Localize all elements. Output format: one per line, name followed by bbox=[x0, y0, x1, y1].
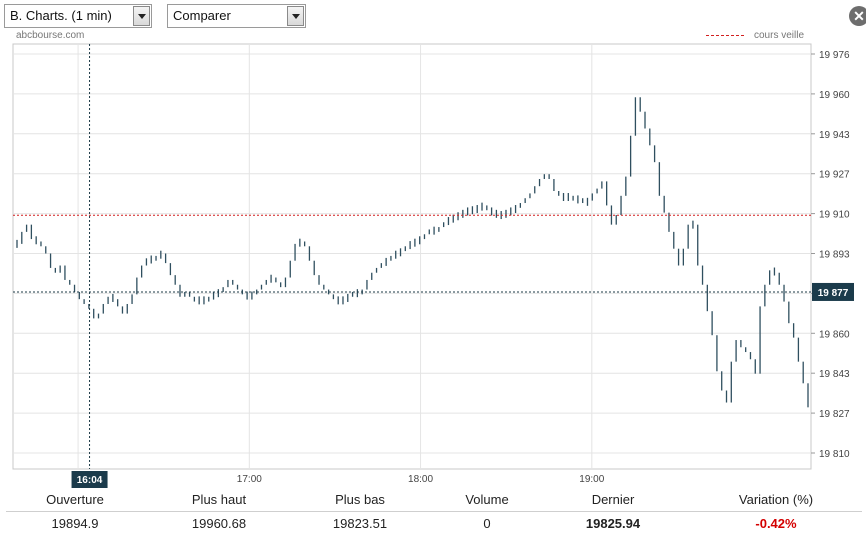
y-tick-label: 19 860 bbox=[819, 329, 850, 340]
stat-header: Plus bas bbox=[335, 492, 385, 507]
x-tick-label: 19:00 bbox=[579, 474, 604, 485]
y-tick-label: 19 960 bbox=[819, 90, 850, 101]
y-tick-label: 19 943 bbox=[819, 130, 850, 141]
legend-dash bbox=[706, 34, 744, 36]
y-tick-label: 19 893 bbox=[819, 250, 850, 261]
legend-prev-close-label: cours veille bbox=[754, 30, 805, 41]
chart-type-select-value: B. Charts. (1 min) bbox=[10, 8, 112, 23]
time-cursor-box bbox=[71, 471, 108, 488]
y-tick-label: 19 810 bbox=[819, 449, 850, 460]
stat-value: 19823.51 bbox=[332, 516, 388, 531]
stat-header: Variation (%) bbox=[738, 492, 814, 507]
y-tick-label: 19 827 bbox=[819, 409, 850, 420]
stat-header: Ouverture bbox=[46, 492, 104, 507]
source-label: abcbourse.com bbox=[16, 30, 85, 41]
time-cursor-label: 16:04 bbox=[77, 475, 103, 486]
stat-value: -0.42% bbox=[755, 516, 797, 531]
x-tick-label: 17:00 bbox=[237, 474, 262, 485]
legend: cours veille bbox=[706, 30, 804, 41]
stat-value: 19825.94 bbox=[585, 516, 641, 531]
y-tick-label: 19 976 bbox=[819, 50, 850, 61]
stat-value: 0 bbox=[483, 516, 491, 531]
stat-header: Volume bbox=[465, 492, 509, 507]
chevron-down-icon[interactable] bbox=[133, 6, 150, 26]
stat-value: 19894.9 bbox=[51, 516, 99, 531]
chevron-down-icon[interactable] bbox=[287, 6, 304, 26]
y-tick-label: 19 927 bbox=[819, 170, 850, 181]
compare-select[interactable]: Comparer bbox=[167, 4, 306, 28]
stat-value: 19960.68 bbox=[191, 516, 247, 531]
chart-overlay: 19 877 16:04 bbox=[13, 44, 854, 488]
price-series bbox=[16, 97, 809, 408]
chart-grid bbox=[12, 43, 812, 470]
y-tick-label: 19 910 bbox=[819, 210, 850, 221]
x-tick-label: 18:00 bbox=[408, 474, 433, 485]
y-axis-ticks: 19 976 19 960 19 943 19 927 19 910 19 893 19 8… bbox=[811, 50, 850, 460]
price-cursor-label: 19 877 bbox=[818, 288, 849, 299]
stats-value-row: 19894.9 19960.68 19823.51 0 19825.94 -0.42% bbox=[0, 516, 866, 534]
stat-header: Dernier bbox=[591, 492, 635, 507]
y-tick-label: 19 843 bbox=[819, 369, 850, 380]
chart-type-select[interactable]: B. Charts. (1 min) bbox=[4, 4, 152, 28]
stat-header: Plus haut bbox=[191, 492, 247, 507]
close-icon[interactable]: ✕ bbox=[849, 6, 866, 26]
stats-header-row: Ouverture Plus haut Plus bas Volume Dernier V… bbox=[0, 492, 866, 510]
compare-select-value: Comparer bbox=[173, 8, 231, 23]
price-cursor-box bbox=[812, 282, 854, 301]
plot-area bbox=[12, 43, 812, 470]
stats-divider bbox=[6, 511, 862, 512]
